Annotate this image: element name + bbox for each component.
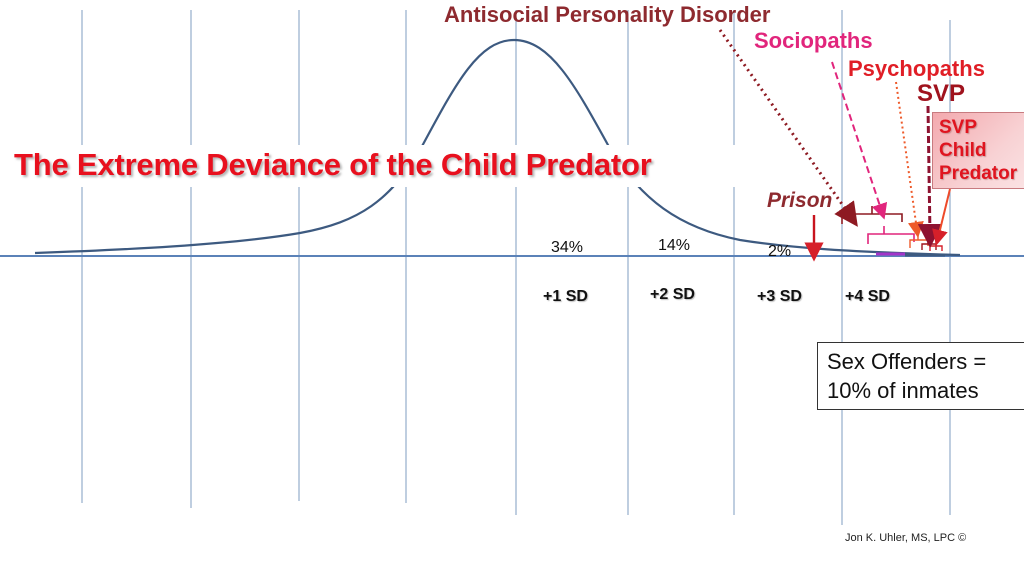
prison-label: Prison xyxy=(767,189,833,212)
psychopaths-label: Psychopaths xyxy=(848,56,985,81)
svp-child-line-1: SVP xyxy=(939,117,978,138)
psychopath-arrow xyxy=(895,81,924,238)
author-credit: Jon K. Uhler, MS, LPC © xyxy=(845,532,967,544)
antisocial-label: Antisocial Personality Disorder xyxy=(444,2,771,27)
sd-label-2: +2 SD xyxy=(650,286,695,303)
svp-child-arrow xyxy=(932,188,951,246)
sd-label-3: +3 SD xyxy=(757,288,802,305)
sd-gridlines xyxy=(81,10,951,525)
svp-child-predator-box: SVP Child Predator xyxy=(932,112,1024,189)
bell-curve xyxy=(34,38,961,257)
apd-bracket xyxy=(841,206,903,224)
svp-arrow xyxy=(917,105,942,248)
page-title: The Extreme Deviance of the Child Predat… xyxy=(14,147,652,182)
pct-label-34: 34% xyxy=(551,239,584,256)
svp-child-line-2: Child xyxy=(939,140,987,161)
note-line-2: 10% of inmates xyxy=(827,378,979,403)
pct-label-14: 14% xyxy=(658,237,691,254)
sociopath-bracket xyxy=(867,226,915,244)
pct-label-2: 2% xyxy=(768,243,792,260)
sociopaths-label: Sociopaths xyxy=(754,28,873,53)
sex-offenders-note: Sex Offenders = 10% of inmates xyxy=(817,342,1024,410)
note-line-1: Sex Offenders = xyxy=(827,349,987,374)
sd-label-1: +1 SD xyxy=(543,288,588,305)
svp-label: SVP xyxy=(917,80,966,107)
apd-arrow xyxy=(718,29,858,227)
svp-child-line-3: Predator xyxy=(939,163,1018,184)
sd-label-4: +4 SD xyxy=(845,288,890,305)
sociopath-arrow xyxy=(831,61,888,220)
